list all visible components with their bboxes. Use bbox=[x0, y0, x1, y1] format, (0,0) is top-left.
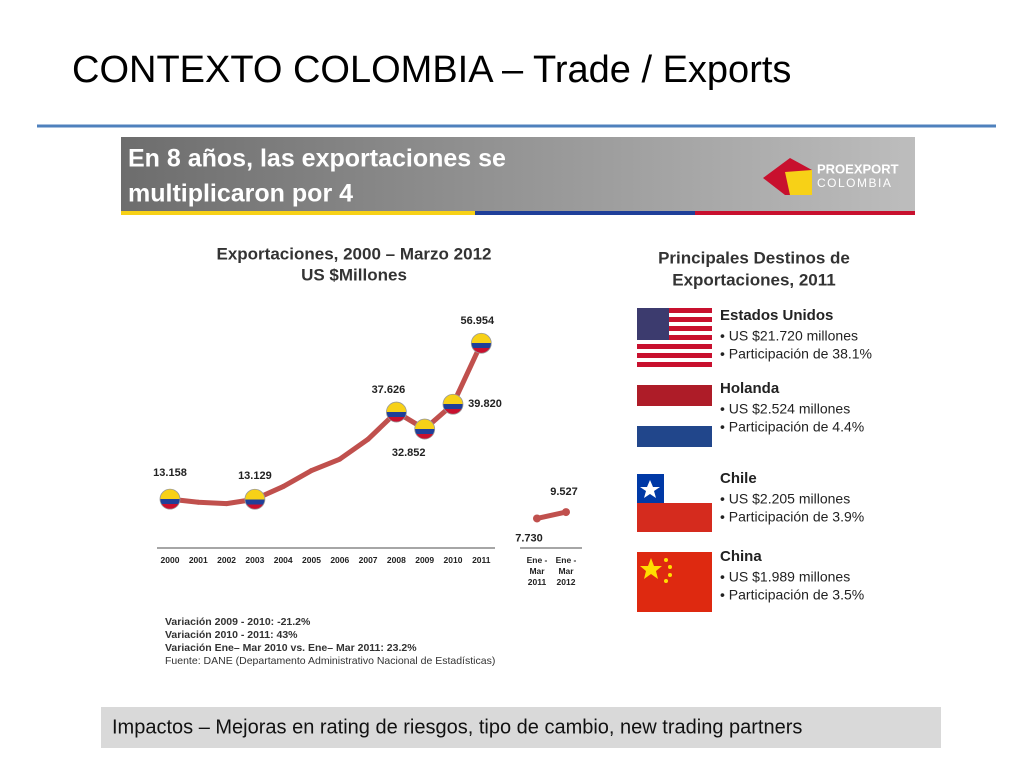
point-marker bbox=[365, 436, 371, 442]
slide-title: CONTEXTO COLOMBIA – Trade / Exports bbox=[72, 49, 791, 91]
x-tick-label: 2006 bbox=[330, 555, 350, 565]
x-tick-label: 2004 bbox=[273, 555, 293, 565]
x-tick-label: 2008 bbox=[386, 555, 406, 565]
point-marker bbox=[337, 456, 343, 462]
footer-box bbox=[101, 707, 941, 748]
data-label: 9.527 bbox=[550, 486, 578, 498]
flag-china bbox=[637, 552, 712, 612]
destination-name: Holanda bbox=[720, 380, 780, 397]
stripe bbox=[475, 211, 695, 215]
note: Variación 2009 - 2010: -21.2% bbox=[165, 616, 311, 628]
source: Fuente: DANE (Departamento Administrativ… bbox=[165, 655, 495, 667]
point-marker bbox=[244, 488, 266, 510]
flag-usa bbox=[637, 308, 712, 368]
x-tick-label: Ene - Mar 2011 bbox=[526, 555, 548, 587]
note: Variación 2010 - 2011: 43% bbox=[165, 629, 298, 641]
x-tick-label: 2007 bbox=[358, 555, 378, 565]
x-tick-label: 2010 bbox=[443, 555, 463, 565]
destination-detail: • US $1.989 millones bbox=[720, 569, 850, 585]
point-marker bbox=[470, 332, 492, 354]
x-tick-label: 2002 bbox=[217, 555, 237, 565]
destination-detail: • US $21.720 millones bbox=[720, 328, 858, 344]
data-label: 39.820 bbox=[468, 398, 502, 410]
logo-text: COLOMBIA bbox=[817, 176, 892, 190]
data-line bbox=[534, 509, 569, 521]
point-marker bbox=[195, 499, 201, 505]
destination-detail: • Participación de 4.4% bbox=[720, 419, 864, 435]
data-label: 13.129 bbox=[238, 470, 272, 482]
chart-title: Exportaciones, 2000 – Marzo 2012 bbox=[217, 244, 492, 263]
banner-text: En 8 años, las exportaciones se bbox=[128, 145, 506, 173]
x-tick-label: 2005 bbox=[302, 555, 321, 565]
point-marker bbox=[562, 508, 570, 517]
data-label: 7.730 bbox=[515, 532, 543, 544]
x-tick-label: 2011 bbox=[472, 555, 491, 565]
stripe bbox=[121, 211, 475, 215]
footer-text: Impactos – Mejoras en rating de riesgos,… bbox=[112, 716, 802, 738]
banner-text: multiplicaron por 4 bbox=[128, 180, 353, 208]
x-tick-label: 2000 bbox=[160, 555, 180, 565]
point-marker bbox=[309, 468, 314, 474]
data-label: 13.158 bbox=[153, 467, 187, 479]
destination-detail: • Participación de 38.1% bbox=[720, 346, 872, 362]
point-marker bbox=[385, 401, 407, 423]
point-marker bbox=[533, 514, 541, 523]
logo-text: PROEXPORT bbox=[817, 161, 899, 176]
x-tick-label: Ene - Mar 2012 bbox=[555, 555, 577, 587]
x-tick-label: 2009 bbox=[415, 555, 435, 565]
point-marker bbox=[442, 393, 464, 415]
destination-detail: • US $2.524 millones bbox=[720, 401, 850, 417]
destination-name: China bbox=[720, 548, 762, 565]
flag-netherlands bbox=[637, 385, 712, 447]
point-marker bbox=[224, 501, 230, 507]
note: Variación Ene– Mar 2010 vs. Ene– Mar 201… bbox=[165, 642, 417, 654]
destination-detail: • US $2.205 millones bbox=[720, 491, 850, 507]
flag-chile bbox=[637, 474, 712, 532]
data-label: 32.852 bbox=[392, 447, 426, 459]
point-marker bbox=[280, 484, 286, 490]
chart-subtitle: US $Millones bbox=[301, 265, 407, 284]
point-marker bbox=[414, 418, 436, 440]
logo-icon bbox=[785, 170, 812, 195]
stripe bbox=[695, 211, 915, 215]
x-tick-label: 2001 bbox=[188, 555, 208, 565]
data-line bbox=[167, 340, 484, 507]
destination-name: Estados Unidos bbox=[720, 307, 833, 324]
x-tick-label: 2003 bbox=[245, 555, 265, 565]
destinations-title: Principales Destinos de bbox=[658, 248, 850, 267]
destination-name: Chile bbox=[720, 470, 757, 487]
data-label: 56.954 bbox=[460, 315, 495, 327]
destination-detail: • Participación de 3.9% bbox=[720, 509, 864, 525]
destination-detail: • Participación de 3.5% bbox=[720, 587, 864, 603]
point-marker bbox=[159, 488, 181, 510]
data-label: 37.626 bbox=[372, 384, 406, 396]
destinations-title: Exportaciones, 2011 bbox=[672, 270, 835, 289]
